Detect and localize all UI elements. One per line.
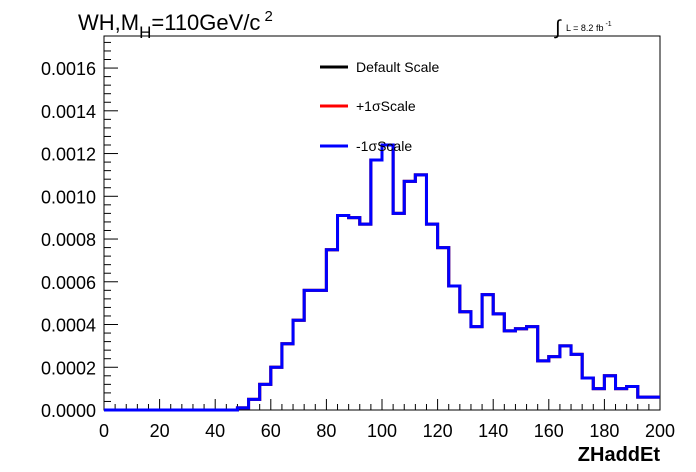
y-axis: 0.0000 0.0002 0.0004 0.0006 0.0008 0.0010 0.00… bbox=[41, 41, 118, 421]
series-line bbox=[104, 143, 660, 412]
x-tick-label: 80 bbox=[316, 421, 336, 441]
x-tick-label: 200 bbox=[645, 421, 675, 441]
x-tick-label: 120 bbox=[423, 421, 453, 441]
chart-title: WH,MH=110GeV/c 2 bbox=[78, 8, 273, 42]
x-tick-label: 40 bbox=[205, 421, 225, 441]
y-tick-label: 0.0016 bbox=[41, 59, 96, 79]
x-tick-label: 100 bbox=[367, 421, 397, 441]
x-tick-label: 140 bbox=[478, 421, 508, 441]
lumi-integral-symbol: ∫ bbox=[554, 17, 562, 39]
y-tick-label: 0.0006 bbox=[41, 273, 96, 293]
x-tick-label: 160 bbox=[534, 421, 564, 441]
series-lines bbox=[104, 143, 660, 412]
y-tick-label: 0.0008 bbox=[41, 230, 96, 250]
y-tick-label: 0.0014 bbox=[41, 102, 96, 122]
legend-label-default: Default Scale bbox=[356, 59, 439, 75]
series-line bbox=[104, 143, 660, 412]
x-tick-label: 180 bbox=[589, 421, 619, 441]
x-tick-label: 0 bbox=[99, 421, 109, 441]
legend-label-minus-1sigma: -1σScale bbox=[356, 138, 412, 154]
y-tick-label: 0.0010 bbox=[41, 187, 96, 207]
y-tick-label: 0.0012 bbox=[41, 145, 96, 165]
legend-label-plus-1sigma: +1σScale bbox=[356, 98, 416, 114]
x-axis: 0 20 40 60 80 100 120 140 160 180 200 bbox=[99, 399, 675, 441]
lumi-label: L = 8.2 fb -1 bbox=[566, 21, 612, 33]
x-tick-label: 60 bbox=[261, 421, 281, 441]
y-tick-label: 0.0004 bbox=[41, 316, 96, 336]
y-tick-label: 0.0002 bbox=[41, 358, 96, 378]
legend: Default Scale +1σScale -1σScale bbox=[320, 59, 439, 154]
x-tick-label: 20 bbox=[150, 421, 170, 441]
y-tick-label: 0.0000 bbox=[41, 401, 96, 421]
x-axis-label: ZHaddEt bbox=[578, 444, 661, 466]
series-line bbox=[104, 143, 660, 412]
